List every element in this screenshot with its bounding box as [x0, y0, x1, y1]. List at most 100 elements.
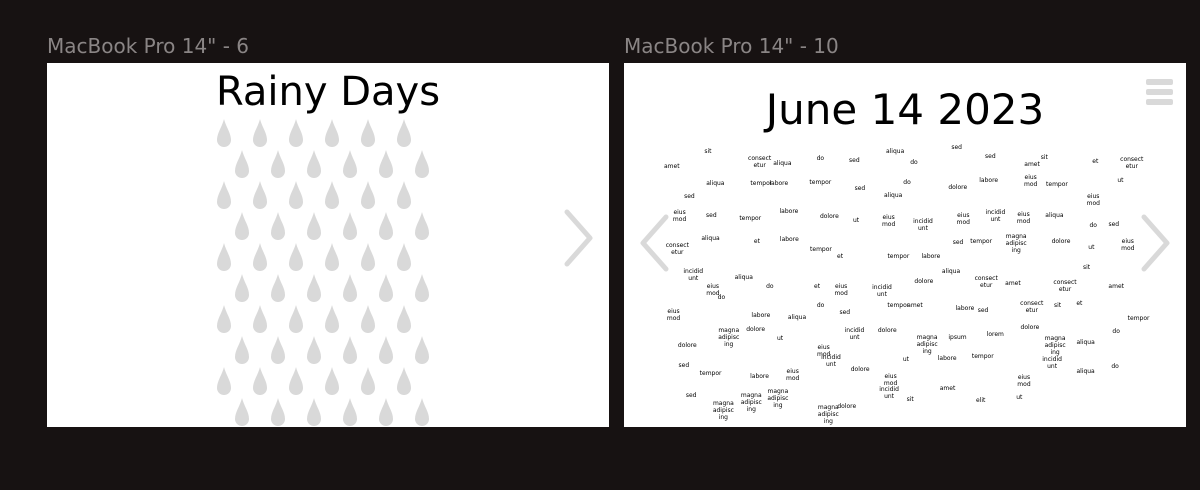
word-cloud-item: do: [903, 179, 911, 187]
word-cloud-item: eius mod: [706, 282, 720, 297]
raindrop-icon: [307, 212, 321, 240]
word-cloud-item: tempor: [750, 180, 773, 188]
word-cloud-item: consect etur: [665, 241, 689, 256]
raindrop-icon: [307, 336, 321, 364]
chevron-right-icon[interactable]: [1140, 213, 1172, 273]
word-cloud-item: labore: [750, 373, 769, 381]
word-cloud-item: et: [1076, 299, 1083, 307]
word-cloud-item: aliqua: [701, 234, 720, 242]
word-cloud-item: consect etur: [1020, 300, 1044, 315]
frame-label-1[interactable]: MacBook Pro 14" - 6: [47, 34, 250, 58]
word-cloud-item: labore: [921, 252, 941, 260]
word-cloud-item: eius mod: [881, 214, 896, 229]
raindrop-icon: [343, 398, 357, 426]
raindrop-icon: [217, 305, 231, 333]
word-cloud-item: magna adipisc ing: [740, 392, 762, 414]
frame-title: Rainy Days: [215, 69, 441, 115]
word-cloud-item: ut: [852, 216, 860, 224]
raindrop-grid: [217, 119, 429, 426]
raindrop-icon: [325, 367, 339, 395]
word-cloud-item: dolore: [850, 366, 870, 374]
word-cloud-item: labore: [937, 355, 957, 363]
word-cloud-item: aliqua: [773, 159, 792, 167]
word-cloud-item: do: [766, 283, 774, 291]
word-cloud-item: tempor: [971, 353, 994, 361]
raindrop-icon: [217, 243, 231, 271]
raindrop-icon: [379, 398, 393, 426]
raindrop-icon: [289, 367, 303, 395]
raindrop-icon: [415, 150, 429, 178]
word-cloud-item: sed: [854, 185, 866, 193]
word-cloud-item: labore: [769, 179, 789, 187]
word-cloud-item: elit: [975, 397, 986, 405]
word-cloud-item: sed: [849, 156, 860, 164]
word-cloud-item: do: [816, 302, 825, 310]
raindrop-icon: [217, 367, 231, 395]
raindrop-icon: [235, 336, 249, 364]
word-cloud-item: eius mod: [1121, 238, 1135, 253]
hamburger-menu-icon[interactable]: [1146, 79, 1173, 105]
frame-label-2[interactable]: MacBook Pro 14" - 10: [624, 34, 839, 58]
word-cloud-item: sit: [906, 396, 914, 404]
raindrop-icon: [307, 274, 321, 302]
raindrop-icon: [235, 398, 249, 426]
word-cloud-item: incidid unt: [872, 284, 892, 299]
chevron-left-icon[interactable]: [638, 213, 670, 273]
word-cloud-item: consect etur: [748, 154, 772, 169]
word-cloud-item: dolore: [877, 326, 897, 334]
chevron-right-icon[interactable]: [563, 208, 595, 268]
raindrop-icon: [361, 181, 375, 209]
word-cloud-item: amet: [1024, 160, 1040, 168]
raindrop-icon: [235, 274, 249, 302]
word-cloud-item: consect etur: [1053, 278, 1077, 293]
word-cloud-item: incidid unt: [985, 208, 1006, 223]
word-cloud-item: tempor: [810, 246, 832, 254]
word-cloud-item: labore: [955, 305, 975, 313]
raindrop-icon: [415, 212, 429, 240]
word-cloud-item: labore: [979, 177, 999, 185]
word-cloud-item: aliqua: [706, 180, 725, 188]
word-cloud-item: eius mod: [1017, 373, 1031, 388]
word-cloud-item: magna adipisc ing: [916, 334, 938, 356]
word-cloud-item: magna adipisc ing: [1005, 233, 1027, 255]
raindrop-icon: [217, 119, 231, 147]
raindrop-icon: [397, 367, 411, 395]
raindrop-icon: [325, 119, 339, 147]
raindrop-icon: [235, 212, 249, 240]
word-cloud-item: sit: [1082, 263, 1091, 271]
word-cloud-item: ut: [1088, 243, 1095, 251]
raindrop-icon: [379, 336, 393, 364]
word-cloud-item: amet: [1108, 283, 1124, 291]
frame-rainy-days[interactable]: Rainy Days: [47, 63, 609, 427]
word-cloud-item: sit: [1053, 302, 1062, 310]
raindrop-icon: [271, 336, 285, 364]
raindrop-icon: [361, 243, 375, 271]
word-cloud-item: tempor: [887, 252, 910, 260]
raindrop-icon: [415, 398, 429, 426]
word-cloud-item: magna adipisc ing: [1044, 334, 1066, 356]
word-cloud-item: eius mod: [834, 282, 848, 297]
word-cloud-item: dolore: [1051, 238, 1071, 246]
word-cloud-item: ut: [1117, 176, 1124, 184]
raindrop-icon: [289, 181, 303, 209]
word-cloud-item: incidid unt: [879, 385, 899, 400]
word-cloud-item: et: [814, 283, 821, 291]
word-cloud-item: eius mod: [816, 343, 831, 358]
word-cloud-item: labore: [779, 208, 799, 216]
word-cloud-item: incidid unt: [821, 353, 841, 368]
word-cloud-item: eius mod: [786, 367, 800, 382]
word-cloud-item: amet: [1005, 279, 1021, 287]
word-cloud-item: do: [1089, 222, 1097, 230]
raindrop-icon: [361, 367, 375, 395]
raindrop-icon: [253, 181, 267, 209]
word-cloud-item: sed: [1108, 221, 1120, 229]
raindrop-icon: [253, 243, 267, 271]
word-cloud-item: magna adipisc ing: [767, 388, 789, 410]
raindrop-icon: [253, 119, 267, 147]
word-cloud-item: tempor: [809, 179, 832, 187]
raindrop-icon: [397, 305, 411, 333]
raindrop-icon: [271, 398, 285, 426]
word-cloud-item: sit: [1040, 154, 1048, 162]
frame-june-14-2023[interactable]: June 14 2023 amet sit consect etur aliqua do s…: [624, 63, 1186, 427]
raindrop-icon: [253, 305, 267, 333]
